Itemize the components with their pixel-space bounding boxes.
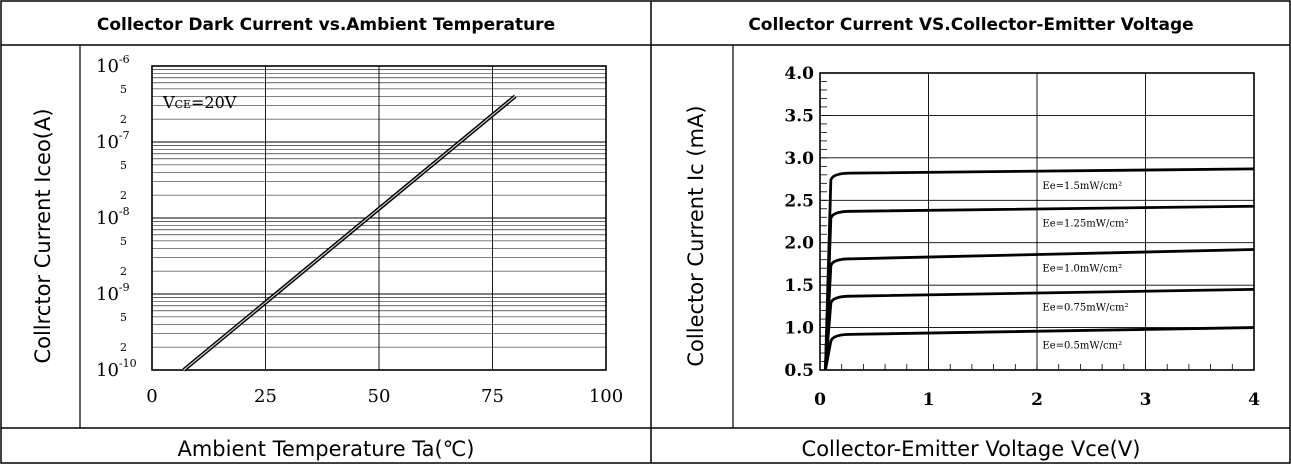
left-y-minor-label: 5 xyxy=(120,83,127,96)
right-y-tick-label: 0.5 xyxy=(784,361,814,381)
left-series xyxy=(182,94,517,372)
right-grid xyxy=(819,72,1255,371)
vce-annotation: VCE=20V xyxy=(162,93,237,112)
ic-series-label: Ee=0.75mW/cm² xyxy=(1042,302,1128,313)
left-y-minor-label: 2 xyxy=(120,113,127,126)
left-grid xyxy=(151,66,607,371)
left-y-minor-label: 5 xyxy=(120,311,127,324)
ic-curve xyxy=(824,204,1255,371)
ic-curve xyxy=(824,248,1255,371)
right-y-axis-label: Collector Current Ic (mA) xyxy=(684,105,708,366)
ic-curve xyxy=(824,167,1255,371)
ic-curve xyxy=(824,326,1255,371)
left-y-minor-label: 2 xyxy=(120,265,127,278)
collector-current-chart: 0.5 1.0 1.5 2.0 2.5 3.0 3.5 4.0 0 1 2 3 4 Ee=1.5mW/… xyxy=(784,64,1260,410)
right-x-axis-label: Collector-Emitter Voltage Vce(V) xyxy=(802,437,1141,461)
left-x-tick-label: 100 xyxy=(589,386,623,407)
left-x-ticks: 0 25 50 75 100 xyxy=(146,386,623,407)
left-y-tick-label: 10-9 xyxy=(96,281,130,305)
left-x-tick-label: 0 xyxy=(146,386,157,407)
dark-current-line-inner xyxy=(183,95,516,371)
right-y-tick-label: 1.0 xyxy=(784,319,814,339)
left-y-tick-label: 10-10 xyxy=(96,357,137,381)
right-x-tick-label: 0 xyxy=(814,390,826,410)
right-series xyxy=(824,167,1255,371)
right-y-tick-label: 1.5 xyxy=(784,276,814,296)
left-chart-title: Collector Dark Current vs.Ambient Temper… xyxy=(97,15,555,35)
left-y-axis-label: Collrctor Current Iceo(A) xyxy=(31,108,55,363)
left-x-tick-label: 75 xyxy=(481,386,504,407)
left-y-minor-label: 5 xyxy=(120,159,127,172)
right-y-tick-label: 3.0 xyxy=(784,149,814,169)
ic-series-label: Ee=1.25mW/cm² xyxy=(1042,219,1128,230)
right-x-tick-label: 3 xyxy=(1140,390,1152,410)
left-x-tick-label: 50 xyxy=(368,386,391,407)
right-x-ticks: 0 1 2 3 4 xyxy=(814,390,1260,410)
right-y-tick-label: 2.5 xyxy=(784,191,814,211)
left-y-minor-label: 2 xyxy=(120,341,127,354)
left-y-tick-label: 10-7 xyxy=(96,129,130,153)
left-y-minor-label: 5 xyxy=(120,235,127,248)
left-x-axis-label: Ambient Temperature Ta(℃) xyxy=(177,437,474,461)
right-x-tick-label: 1 xyxy=(923,390,935,410)
right-y-ticks: 0.5 1.0 1.5 2.0 2.5 3.0 3.5 4.0 xyxy=(784,64,814,381)
ic-series-label: Ee=0.5mW/cm² xyxy=(1042,341,1122,352)
right-x-tick-label: 4 xyxy=(1248,390,1260,410)
left-y-tick-label: 10-6 xyxy=(96,53,130,77)
right-y-tick-label: 2.0 xyxy=(784,234,814,254)
ic-series-label: Ee=1.5mW/cm² xyxy=(1042,181,1122,192)
left-y-ticks: 10-6 10-7 10-8 10-9 10-10 5 2 5 2 5 2 5 2 xyxy=(96,53,137,381)
right-y-tick-label: 3.5 xyxy=(784,106,814,126)
ic-series-label: Ee=1.0mW/cm² xyxy=(1042,264,1122,275)
right-series-labels: Ee=1.5mW/cm² Ee=1.25mW/cm² Ee=1.0mW/cm² Ee=… xyxy=(1042,181,1128,352)
ic-curve xyxy=(824,287,1255,371)
left-y-minor-label: 2 xyxy=(120,189,127,202)
right-x-tick-label: 2 xyxy=(1031,390,1043,410)
left-x-tick-label: 25 xyxy=(254,386,277,407)
right-y-tick-label: 4.0 xyxy=(784,64,814,84)
right-chart-title: Collector Current VS.Collector-Emitter V… xyxy=(748,15,1193,35)
left-y-tick-label: 10-8 xyxy=(96,205,130,229)
